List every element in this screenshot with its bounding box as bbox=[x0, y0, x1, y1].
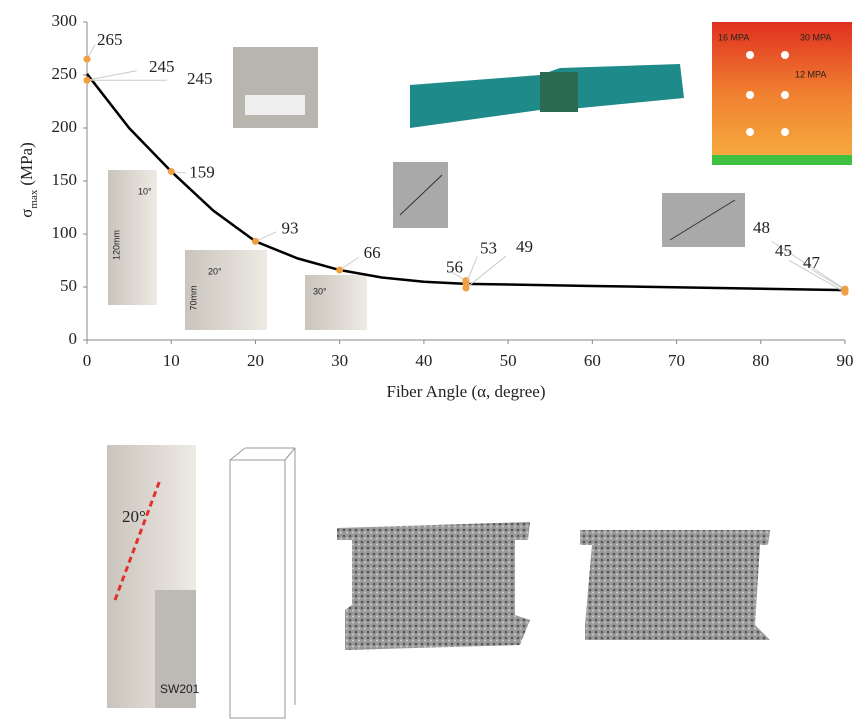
y-axis-title: σmax (MPa) bbox=[17, 142, 40, 218]
inset-label: 20° bbox=[208, 266, 222, 276]
data-label: 47 bbox=[803, 253, 821, 272]
inset-label: SW201 bbox=[160, 682, 200, 696]
inset-label: 20° bbox=[122, 507, 146, 526]
inset-label: 120mm bbox=[111, 230, 121, 260]
y-tick-label: 300 bbox=[52, 11, 78, 30]
inset-label: 16 MPA bbox=[718, 32, 749, 42]
data-label: 245 bbox=[149, 57, 175, 76]
data-label: 56 bbox=[446, 258, 463, 277]
x-tick-label: 30 bbox=[331, 351, 348, 370]
mesh-model bbox=[337, 522, 530, 650]
photo-detail bbox=[245, 95, 305, 115]
data-point bbox=[463, 285, 470, 292]
data-point bbox=[336, 267, 343, 274]
y-tick-label: 50 bbox=[60, 276, 77, 295]
insets: 16 MPA 30 MPA 12 MPA 10° 120mm 20° 70mm … bbox=[107, 22, 852, 718]
data-point bbox=[842, 287, 849, 294]
data-label: 45 bbox=[775, 241, 792, 260]
leader-line bbox=[87, 71, 137, 81]
y-tick-label: 150 bbox=[52, 170, 78, 189]
y-tick-label: 250 bbox=[52, 64, 78, 83]
x-tick-label: 90 bbox=[837, 351, 854, 370]
x-tick-label: 50 bbox=[500, 351, 517, 370]
data-label: 159 bbox=[189, 162, 215, 181]
x-axis-title: Fiber Angle (α, degree) bbox=[386, 382, 545, 401]
photo bbox=[305, 275, 367, 330]
leader-line bbox=[466, 257, 477, 284]
data-label: 66 bbox=[364, 243, 381, 262]
data-point bbox=[84, 77, 91, 84]
data-label: 49 bbox=[516, 237, 533, 256]
y-tick-label: 200 bbox=[52, 117, 78, 136]
x-tick-label: 60 bbox=[584, 351, 601, 370]
x-tick-label: 40 bbox=[415, 351, 432, 370]
x-tick-label: 20 bbox=[247, 351, 264, 370]
contour-base bbox=[712, 155, 852, 165]
inset-label: 12 MPA bbox=[795, 69, 826, 79]
x-tick-label: 0 bbox=[83, 351, 92, 370]
data-point bbox=[84, 56, 91, 63]
inset-label: 30° bbox=[313, 286, 327, 296]
data-point bbox=[252, 238, 259, 245]
data-label: 245 bbox=[187, 69, 213, 88]
inset-label: 70mm bbox=[188, 285, 198, 310]
data-label: 93 bbox=[281, 218, 298, 237]
y-tick-label: 100 bbox=[52, 223, 78, 242]
photo bbox=[233, 47, 318, 128]
data-label: 53 bbox=[480, 239, 497, 258]
x-tick-label: 10 bbox=[163, 351, 180, 370]
x-tick-label: 70 bbox=[668, 351, 685, 370]
beam-splice bbox=[540, 72, 578, 112]
y-tick-label: 0 bbox=[69, 329, 78, 348]
data-label: 48 bbox=[753, 218, 770, 237]
figure: 16 MPA 30 MPA 12 MPA 10° 120mm 20° 70mm … bbox=[0, 0, 857, 726]
mesh-model bbox=[580, 530, 770, 640]
leader-line bbox=[811, 269, 845, 290]
wireframe bbox=[230, 448, 295, 718]
y-axis-title-part: σ bbox=[17, 209, 36, 218]
x-tick-label: 80 bbox=[752, 351, 769, 370]
data-point bbox=[168, 168, 175, 175]
y-axis-title-part: max bbox=[28, 189, 40, 208]
inset-label: 30 MPA bbox=[800, 32, 831, 42]
inset-label: 10° bbox=[138, 186, 152, 196]
data-label: 265 bbox=[97, 30, 123, 49]
y-axis-title-part: (MPa) bbox=[17, 142, 36, 185]
